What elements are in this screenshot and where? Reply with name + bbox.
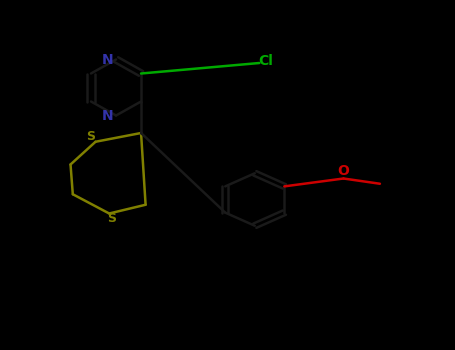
Text: S: S: [86, 130, 96, 143]
Text: N: N: [102, 52, 114, 66]
Text: O: O: [338, 164, 349, 178]
Text: S: S: [107, 212, 116, 225]
Text: N: N: [102, 108, 114, 122]
Text: Cl: Cl: [259, 54, 273, 68]
